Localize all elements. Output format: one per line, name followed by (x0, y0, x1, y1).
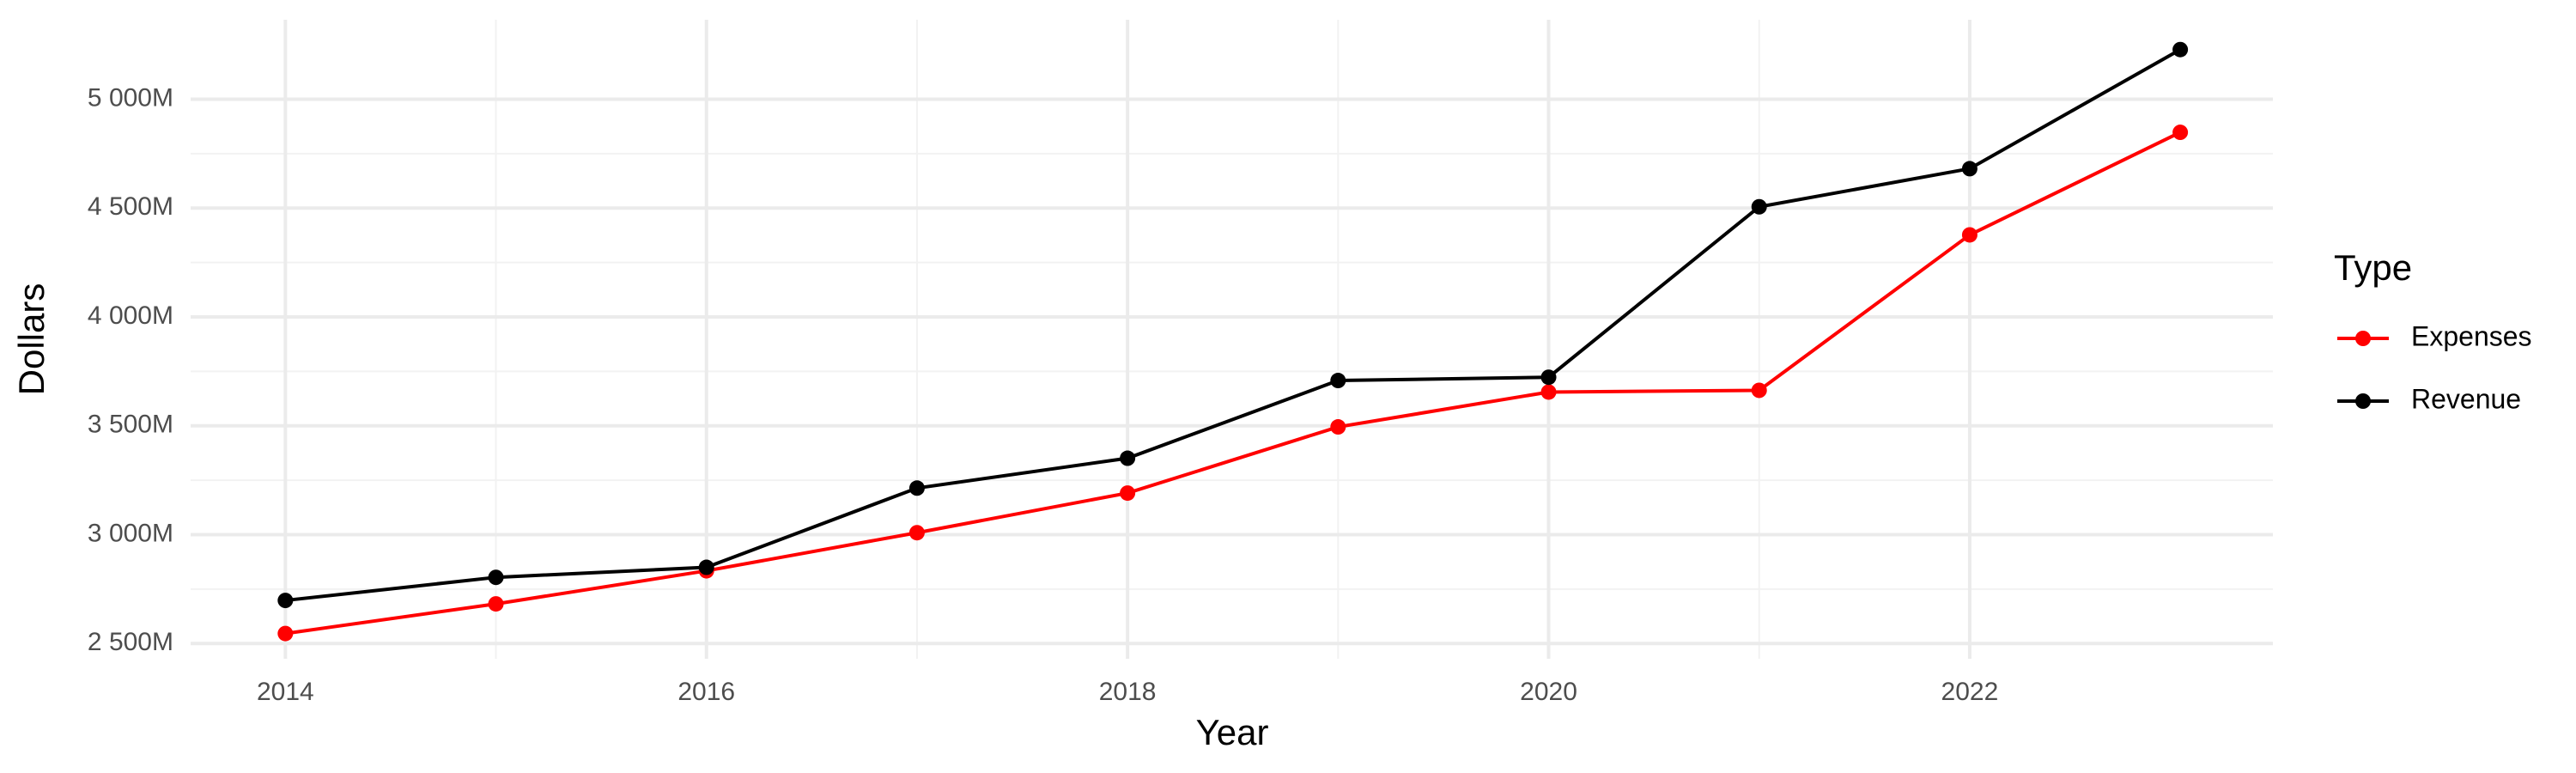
data-point (1330, 419, 1346, 435)
data-point (908, 525, 925, 541)
data-point (908, 480, 925, 496)
series-line (285, 131, 2181, 636)
data-point (2172, 125, 2189, 141)
data-point (1961, 161, 1978, 177)
x-tick-label: 2022 (1941, 678, 1999, 706)
legend-swatch (2355, 331, 2371, 346)
data-point (1120, 450, 1136, 466)
y-tick-label: 5 000M (88, 83, 173, 112)
y-tick-label: 4 000M (88, 301, 173, 330)
series-line (285, 47, 2182, 603)
y-axis-title: Dollars (11, 283, 52, 396)
data-point (1330, 373, 1346, 389)
data-point (1961, 227, 1978, 243)
legend-swatch (2355, 393, 2371, 409)
x-tick-label: 2020 (1520, 678, 1577, 706)
data-point (488, 569, 504, 586)
data-point (1751, 382, 1767, 399)
x-tick-label: 2018 (1099, 678, 1157, 706)
y-tick-label: 2 500M (88, 628, 173, 656)
y-tick-label: 4 500M (88, 192, 173, 221)
data-point (698, 559, 714, 575)
data-point (1540, 384, 1557, 400)
data-point (1120, 485, 1136, 502)
y-tick-label: 3 000M (88, 519, 173, 547)
legend-label: Revenue (2411, 383, 2521, 414)
legend-title: Type (2334, 247, 2412, 288)
y-tick-label: 3 500M (88, 411, 173, 439)
x-tick-label: 2014 (257, 678, 314, 706)
data-point (1540, 369, 1557, 386)
data-point (277, 625, 294, 642)
data-point (1751, 198, 1767, 215)
data-point (488, 596, 504, 612)
x-axis-title: Year (1196, 712, 1269, 752)
data-point (277, 593, 294, 609)
x-tick-label: 2016 (677, 678, 735, 706)
data-point (2172, 41, 2189, 58)
legend-label: Expenses (2411, 320, 2532, 351)
